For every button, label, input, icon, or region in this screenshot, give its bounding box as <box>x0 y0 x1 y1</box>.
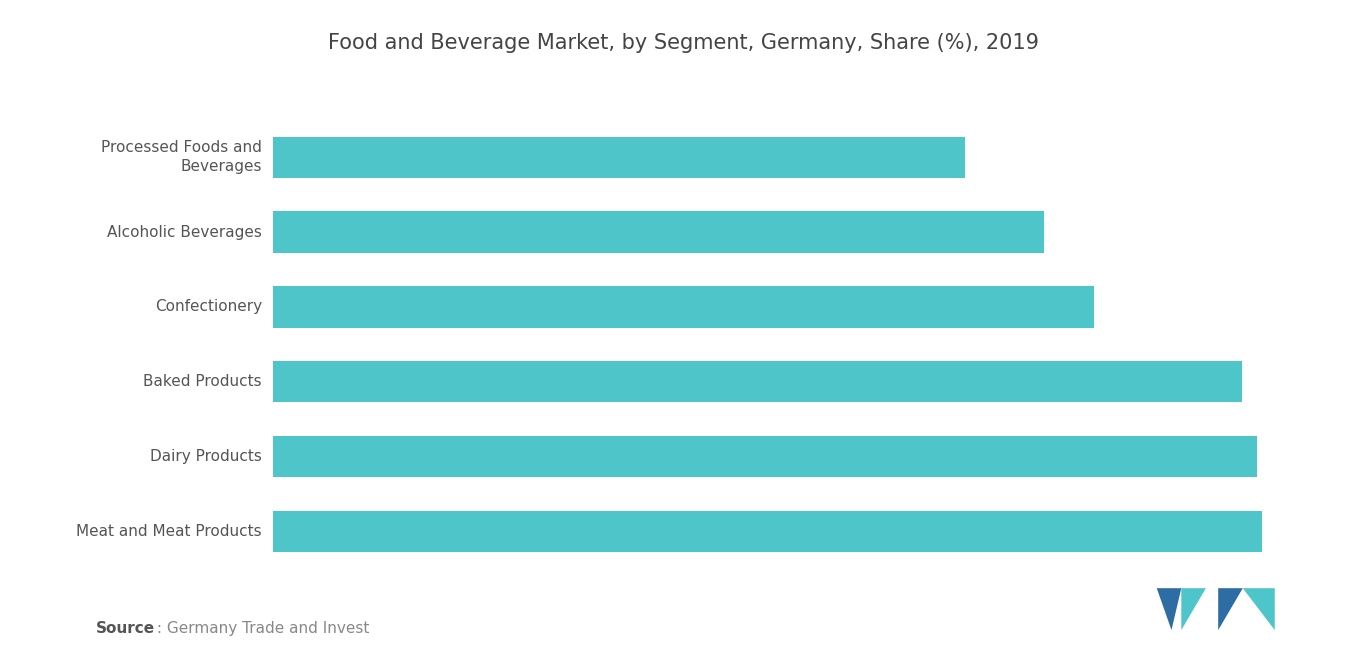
Polygon shape <box>1243 588 1274 630</box>
Bar <box>273 286 1094 328</box>
Text: : Germany Trade and Invest: : Germany Trade and Invest <box>152 622 369 636</box>
Bar <box>273 212 1045 253</box>
Polygon shape <box>1157 588 1182 630</box>
Polygon shape <box>1182 588 1206 630</box>
Bar <box>273 436 1257 477</box>
Polygon shape <box>1218 588 1243 630</box>
Text: Food and Beverage Market, by Segment, Germany, Share (%), 2019: Food and Beverage Market, by Segment, Ge… <box>328 33 1038 53</box>
Bar <box>273 511 1262 552</box>
Bar <box>273 361 1242 402</box>
Text: Source: Source <box>96 622 154 636</box>
Bar <box>273 137 966 178</box>
